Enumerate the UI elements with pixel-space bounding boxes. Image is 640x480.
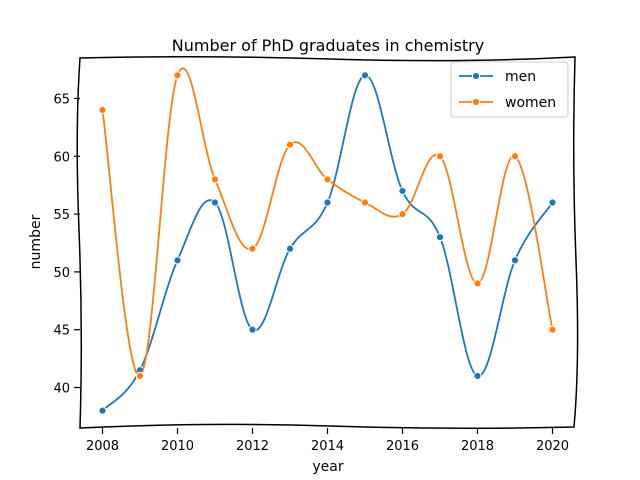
y-axis-label: number: [28, 214, 44, 269]
legend-marker-men: [471, 71, 481, 81]
data-point-women: [398, 209, 407, 219]
data-point-men: [435, 233, 445, 242]
y-tick-label: 50: [53, 266, 70, 281]
data-point-women: [98, 105, 107, 115]
legend-items: men women: [459, 69, 556, 111]
x-tick-label: 2010: [161, 439, 194, 454]
data-point-men: [285, 244, 295, 253]
x-tick-label: 2014: [311, 439, 344, 454]
data-point-women: [173, 71, 182, 80]
series-layer: [98, 67, 557, 415]
x-tick-label: 2018: [461, 439, 494, 454]
data-point-men: [548, 198, 557, 207]
x-axis-ticks: 2008 2010 2012 2014 2016 2018 2020: [86, 428, 569, 454]
series-line-women: [101, 67, 554, 377]
legend-marker-women: [471, 97, 481, 107]
data-point-men: [360, 71, 370, 80]
y-tick-label: 45: [53, 324, 70, 339]
y-tick-label: 65: [53, 92, 70, 107]
chart-title: Number of PhD graduates in chemistry: [172, 36, 484, 55]
data-point-women: [248, 244, 257, 253]
data-point-women: [435, 152, 445, 161]
legend-label-women: women: [505, 95, 556, 111]
legend-label-men: men: [505, 69, 536, 85]
data-point-men: [398, 186, 407, 196]
data-point-women: [510, 152, 520, 161]
y-tick-label: 60: [53, 150, 70, 165]
y-axis-ticks: 40 45 50 55 60 65: [53, 92, 80, 397]
data-point-women: [360, 198, 370, 207]
data-point-men: [98, 406, 107, 415]
data-point-women: [135, 371, 145, 381]
data-point-women: [323, 175, 332, 184]
series-line-men: [101, 74, 554, 412]
x-tick-label: 2012: [236, 439, 269, 454]
series-women: [98, 67, 557, 381]
data-point-women: [473, 279, 482, 288]
legend: men women: [450, 61, 569, 118]
series-men: [98, 71, 557, 415]
data-point-women: [210, 175, 220, 184]
x-tick-label: 2020: [536, 439, 569, 454]
data-point-men: [248, 325, 257, 334]
plot-frame: [76, 55, 579, 430]
y-tick-label: 40: [53, 382, 70, 397]
data-point-women: [548, 325, 557, 334]
data-point-men: [510, 256, 520, 265]
data-point-men: [323, 198, 332, 207]
y-tick-label: 55: [53, 208, 70, 223]
x-tick-label: 2008: [86, 439, 119, 454]
data-point-men: [473, 371, 482, 381]
x-axis-label: year: [312, 459, 343, 475]
data-point-men: [210, 198, 220, 207]
x-tick-label: 2016: [386, 439, 419, 454]
data-point-men: [173, 256, 182, 265]
data-point-women: [285, 140, 295, 149]
